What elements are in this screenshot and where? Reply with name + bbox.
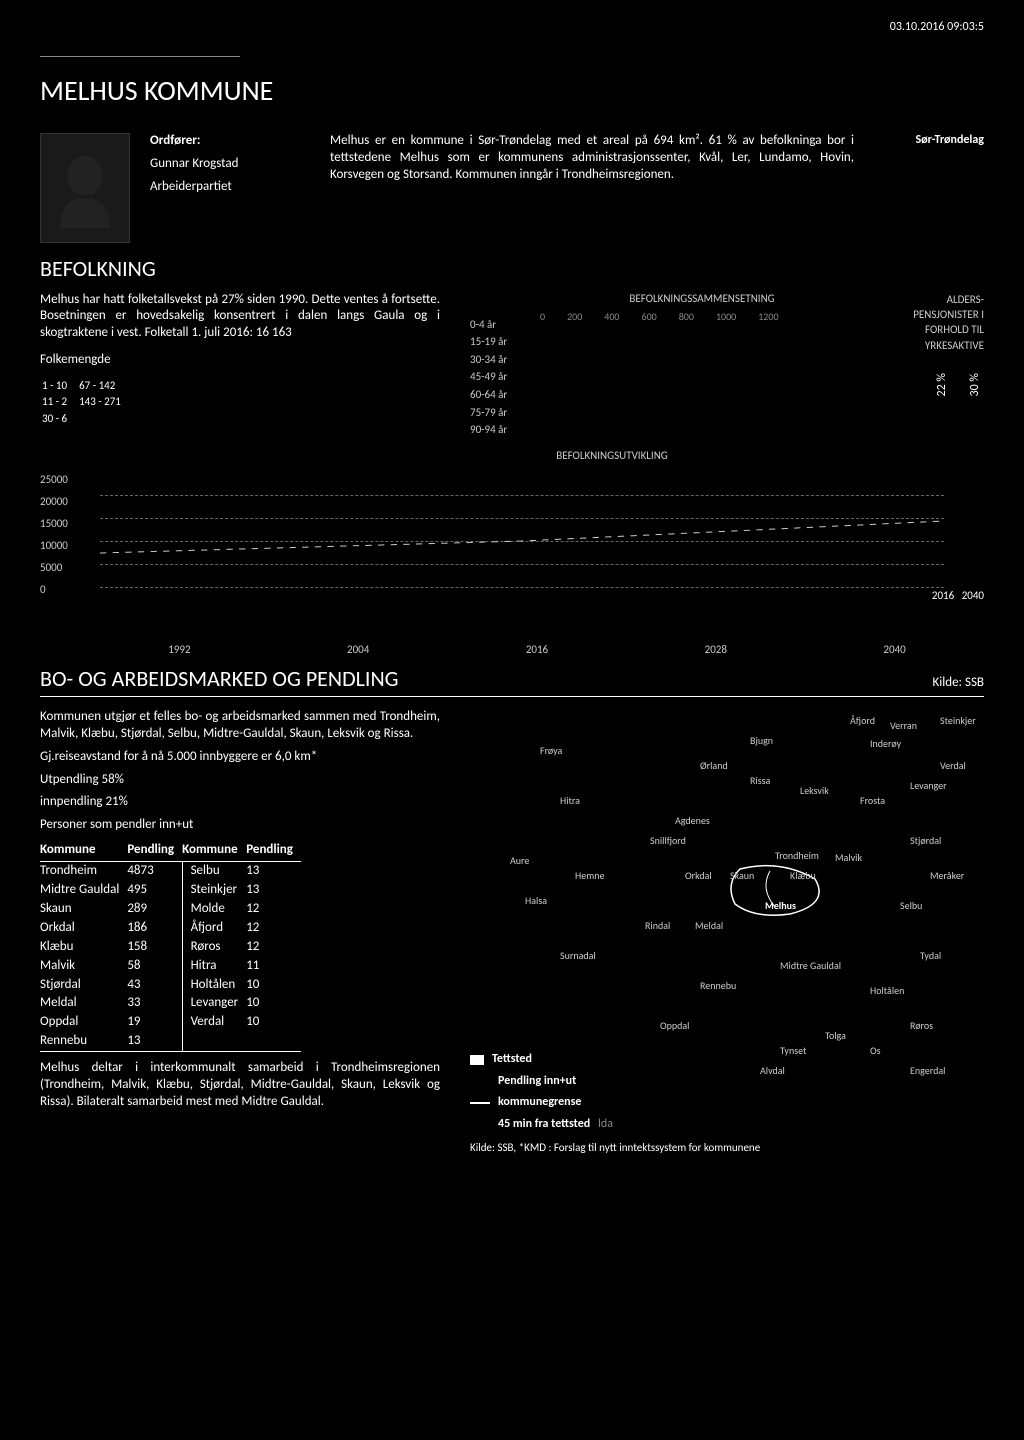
- map-label: Frosta: [860, 794, 885, 807]
- map-label: Selbu: [900, 899, 922, 912]
- tettsted-icon: [470, 1055, 484, 1065]
- pension-pct: 22 % 30 %: [874, 373, 984, 396]
- map: Åfjord Verran Steinkjer Bjugn Inderøy Frøya Ør…: [470, 709, 984, 1049]
- table-row: Skaun289Molde12: [40, 900, 301, 919]
- map-label: Holtålen: [870, 984, 904, 997]
- trend-chart: 25000 20000 15000 10000 5000 0 2016 2040: [40, 473, 984, 633]
- map-label: Steinkjer: [940, 714, 976, 727]
- map-label: Inderøy: [870, 737, 901, 750]
- bo-p1: Kommunen utgjør et felles bo- og arbeids…: [40, 709, 440, 743]
- divider: [40, 56, 240, 57]
- bo-p3: Utpendling 58%: [40, 772, 440, 789]
- map-label: Verdal: [940, 759, 966, 772]
- bo-p4: innpendling 21%: [40, 794, 440, 811]
- map-label: Tolga: [825, 1029, 846, 1042]
- folkemengde-table: 1 - 1067 - 142 11 - 2143 - 271 30 - 6: [40, 377, 133, 428]
- map-label: Surnadal: [560, 949, 596, 962]
- table-row: Orkdal186Åfjord12: [40, 919, 301, 938]
- map-label: Tydal: [920, 949, 941, 962]
- befolkning-text: Melhus har hatt folketallsvekst på 27% s…: [40, 292, 440, 343]
- map-label: Meldal: [695, 919, 723, 932]
- pendling-table: Kommune Pendling Kommune Pendling Trondh…: [40, 840, 301, 1052]
- line-icon: [470, 1102, 490, 1104]
- trend-title: BEFOLKNINGSUTVIKLING: [40, 449, 984, 463]
- map-label: Åfjord: [850, 714, 875, 727]
- page-title: MELHUS KOMMUNE: [40, 73, 984, 109]
- map-label: Alvdal: [760, 1064, 785, 1077]
- trend-right-labels: 2016 2040: [932, 589, 984, 603]
- mayor-role-label: Ordfører:: [150, 133, 200, 148]
- map-label: Melhus: [765, 899, 796, 912]
- region-label: Sør-Trøndelag: [874, 133, 984, 243]
- table-row: Klæbu158Røros12: [40, 938, 301, 957]
- map-label: Aure: [510, 854, 529, 867]
- map-label: Midtre Gauldal: [780, 959, 841, 972]
- bo-p5: Personer som pendler inn+ut: [40, 817, 440, 834]
- age-xticks: 0 200 400 600 800 1000 1200: [540, 310, 864, 323]
- map-label: Meråker: [930, 869, 964, 882]
- bo-p6: Melhus deltar i interkommunalt samarbeid…: [40, 1060, 440, 1111]
- folkemengde-label: Folkemengde: [40, 352, 440, 369]
- map-label: Engerdal: [910, 1064, 945, 1077]
- map-legend: Tettsted Pendling inn+ut kommunegrense 4…: [470, 1049, 613, 1135]
- age-labels: 0-4 år 15-19 år 30-34 år 45-49 år 60-64 …: [470, 316, 530, 439]
- map-label: Oppdal: [660, 1019, 689, 1032]
- mayor-block: Ordfører: Gunnar Krogstad Arbeiderpartie…: [150, 133, 310, 243]
- table-row: Stjørdal43Holtålen10: [40, 976, 301, 995]
- age-chart-title: BEFOLKNINGSSAMMENSETNING: [540, 292, 864, 306]
- trend-xlabels: 1992 2004 2016 2028 2040: [40, 643, 984, 657]
- map-label: Rindal: [645, 919, 670, 932]
- map-label: Orkdal: [685, 869, 712, 882]
- map-label: Stjørdal: [910, 834, 941, 847]
- map-label: Halsa: [525, 894, 547, 907]
- map-label: Røros: [910, 1019, 933, 1032]
- map-label: Hitra: [560, 794, 580, 807]
- table-row: Meldal33Levanger10: [40, 994, 301, 1013]
- map-label: Malvik: [835, 851, 862, 864]
- mayor-party: Arbeiderpartiet: [150, 179, 310, 196]
- bo-p2: Gj.reiseavstand for å nå 5.000 innbygger…: [40, 749, 440, 766]
- map-label: Agdenes: [675, 814, 710, 827]
- description: Melhus er en kommune i Sør-Trøndelag med…: [330, 133, 854, 243]
- map-label: Rissa: [750, 774, 770, 787]
- map-label: Trondheim: [775, 849, 819, 862]
- map-label: Tynset: [780, 1044, 806, 1057]
- map-label: Os: [870, 1044, 881, 1057]
- map-label: Leksvik: [800, 784, 829, 797]
- map-label: Bjugn: [750, 734, 773, 747]
- befolkning-heading: BEFOLKNING: [40, 255, 984, 284]
- avatar: [40, 133, 130, 243]
- bo-kilde: Kilde: SSB: [933, 675, 984, 692]
- map-label: Rennebu: [700, 979, 736, 992]
- map-label: Snillfjord: [650, 834, 686, 847]
- map-label: Verran: [890, 719, 917, 732]
- table-row: Midtre Gauldal495Steinkjer13: [40, 881, 301, 900]
- map-label: Klæbu: [790, 869, 816, 882]
- table-row: Rennebu13: [40, 1032, 301, 1051]
- table-row: Trondheim4873Selbu13: [40, 862, 301, 881]
- map-label: Skaun: [730, 869, 754, 882]
- mayor-name: Gunnar Krogstad: [150, 156, 310, 173]
- map-label: Frøya: [540, 744, 562, 757]
- table-row: Oppdal19Verdal10: [40, 1013, 301, 1032]
- pension-block: ALDERS- PENSJONISTER I FORHOLD TIL YRKES…: [874, 292, 984, 354]
- bo-heading: BO- OG ARBEIDSMARKED OG PENDLING: [40, 665, 399, 694]
- map-label: Levanger: [910, 779, 947, 792]
- map-footnote: Kilde: SSB, *KMD : Forslag til nytt innt…: [470, 1141, 984, 1155]
- map-label: Ørland: [700, 759, 728, 772]
- map-label: Hemne: [575, 869, 604, 882]
- timestamp: 03.10.2016 09:03:5: [40, 20, 984, 36]
- table-row: Malvik58Hitra11: [40, 957, 301, 976]
